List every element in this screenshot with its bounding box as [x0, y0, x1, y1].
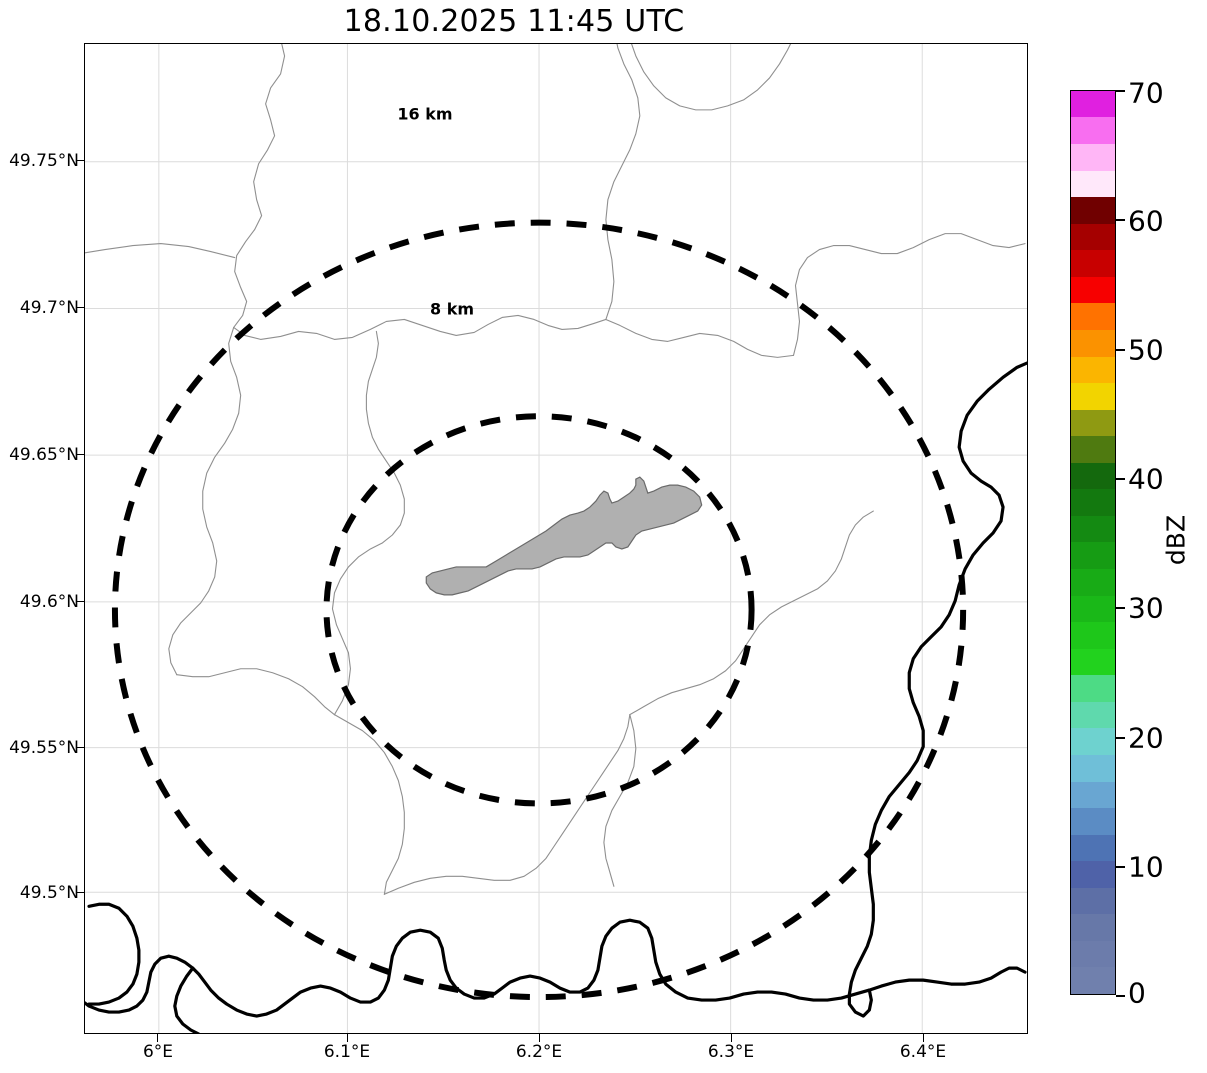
y-tick-label-4955: 49.55°N	[9, 738, 79, 758]
x-tickmark	[347, 1034, 349, 1042]
x-tick-label-63e: 6.3°E	[707, 1042, 755, 1062]
colorbar-label-70: 70	[1128, 76, 1164, 110]
colorbar-label-10: 10	[1128, 850, 1164, 884]
colorbar-band-11	[1071, 675, 1115, 702]
colorbar-tickmark	[1116, 90, 1125, 92]
colorbar-title: dBZ	[1161, 514, 1191, 566]
colorbar-label-60: 60	[1128, 204, 1164, 238]
colorbar-band-10	[1071, 701, 1115, 729]
range-rings	[111, 219, 967, 1001]
colorbar-label-0: 0	[1128, 976, 1146, 1010]
grid-lines	[85, 44, 1027, 1033]
y-tickmark	[76, 892, 84, 894]
national-borders	[85, 361, 1027, 1033]
colorbar-band-23	[1071, 356, 1115, 384]
colorbar-band-22	[1071, 383, 1115, 410]
y-tick-label-497: 49.7°N	[19, 298, 79, 318]
colorbar-tickmark	[1116, 478, 1125, 480]
y-tick-label-4975: 49.75°N	[9, 151, 79, 171]
colorbar-band-5	[1071, 834, 1115, 862]
x-tick-label-61e: 6.1°E	[323, 1042, 371, 1062]
colorbar-band-20	[1071, 436, 1115, 463]
colorbar-band-3	[1071, 887, 1115, 915]
colorbar-band-13	[1071, 622, 1115, 649]
y-tick-label-496: 49.6°N	[19, 592, 79, 612]
colorbar-band-32	[1071, 117, 1115, 144]
colorbar-band-14	[1071, 595, 1115, 623]
colorbar-band-7	[1071, 781, 1115, 809]
colorbar-band-28	[1071, 223, 1115, 251]
colorbar-tickmark	[1116, 995, 1125, 997]
colorbar-tickmark	[1116, 866, 1125, 868]
range-ring-label-8km: 8 km	[429, 299, 475, 319]
colorbar[interactable]	[1070, 90, 1116, 995]
colorbar-tickmark	[1116, 737, 1125, 739]
colorbar-band-0	[1071, 967, 1115, 994]
colorbar-band-25	[1071, 303, 1115, 330]
page-title: 18.10.2025 11:45 UTC	[343, 4, 685, 39]
y-tickmark	[76, 307, 84, 309]
range-ring-8km	[323, 413, 755, 807]
y-tickmark	[76, 454, 84, 456]
range-ring-16km	[111, 219, 967, 1001]
range-ring-label-16km: 16 km	[397, 104, 453, 124]
x-tick-label-62e: 6.2°E	[515, 1042, 563, 1062]
colorbar-band-29	[1071, 197, 1115, 224]
colorbar-band-12	[1071, 648, 1115, 676]
x-tick-label-6e: 6°E	[142, 1042, 174, 1062]
colorbar-band-31	[1071, 144, 1115, 171]
colorbar-band-19	[1071, 462, 1115, 490]
radar-map-plot[interactable]: 16 km 8 km	[84, 43, 1028, 1034]
colorbar-tickmark	[1116, 607, 1125, 609]
colorbar-label-20: 20	[1128, 721, 1164, 755]
colorbar-band-26	[1071, 276, 1115, 304]
y-tickmark	[76, 601, 84, 603]
colorbar-label-50: 50	[1128, 333, 1164, 367]
x-tick-label-64e: 6.4°E	[899, 1042, 947, 1062]
y-tickmark	[76, 747, 84, 749]
y-tick-label-4965: 49.65°N	[9, 445, 79, 465]
colorbar-band-21	[1071, 409, 1115, 437]
x-tickmark	[731, 1034, 733, 1042]
colorbar-band-30	[1071, 170, 1115, 198]
colorbar-band-33	[1071, 90, 1115, 118]
colorbar-tickmark	[1116, 349, 1125, 351]
colorbar-band-8	[1071, 754, 1115, 782]
x-tickmark	[157, 1034, 159, 1042]
admin-boundaries	[85, 44, 1026, 895]
colorbar-label-40: 40	[1128, 462, 1164, 496]
colorbar-band-27	[1071, 250, 1115, 277]
colorbar-tickmark	[1116, 219, 1125, 221]
y-tickmark	[76, 160, 84, 162]
colorbar-band-2	[1071, 914, 1115, 941]
x-tickmark	[923, 1034, 925, 1042]
colorbar-label-30: 30	[1128, 591, 1164, 625]
colorbar-band-1	[1071, 940, 1115, 968]
colorbar-band-15	[1071, 569, 1115, 596]
colorbar-band-4	[1071, 861, 1115, 888]
colorbar-band-18	[1071, 489, 1115, 516]
colorbar-band-9	[1071, 728, 1115, 755]
colorbar-band-24	[1071, 329, 1115, 357]
colorbar-band-16	[1071, 542, 1115, 569]
colorbar-band-6	[1071, 808, 1115, 835]
y-tick-label-495: 49.5°N	[19, 883, 79, 903]
x-tickmark	[539, 1034, 541, 1042]
colorbar-band-17	[1071, 515, 1115, 543]
lake-polygon	[425, 476, 703, 596]
map-canvas	[85, 44, 1027, 1033]
